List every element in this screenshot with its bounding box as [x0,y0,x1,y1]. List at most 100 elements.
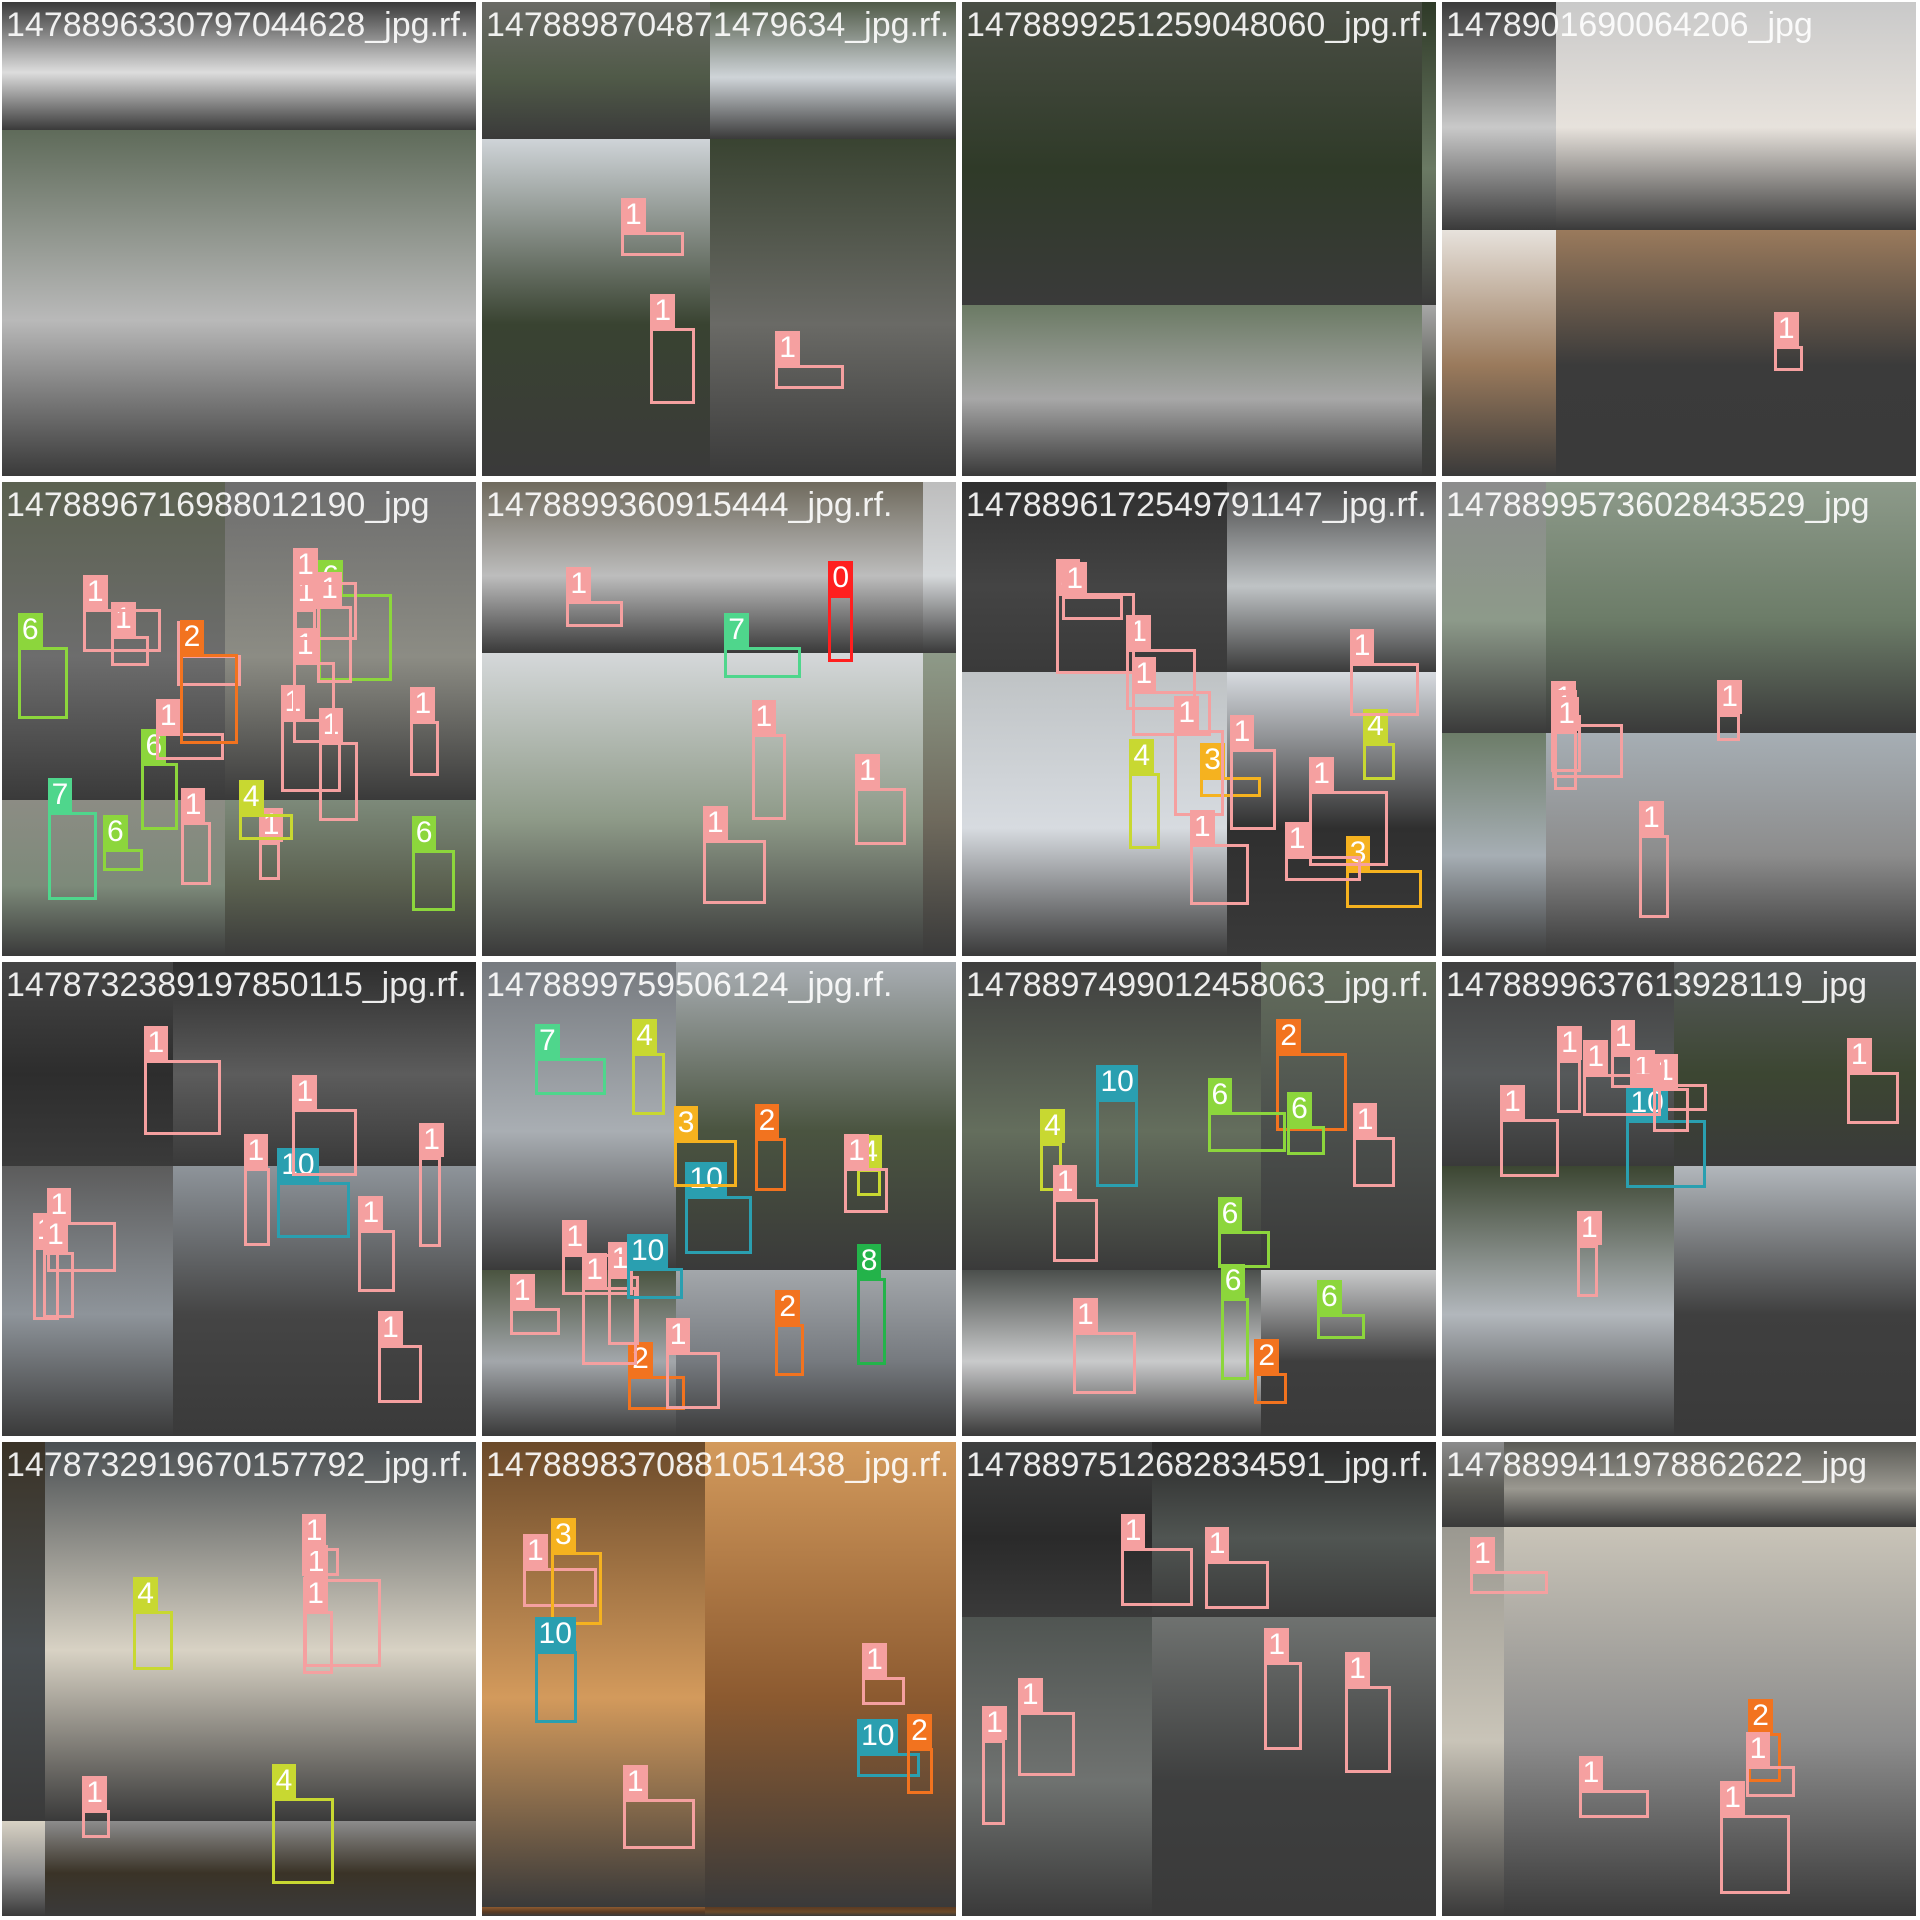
class-label: 1 [358,1196,384,1231]
scene-photo [1555,229,1916,476]
class-label: 6 [1207,1078,1233,1113]
class-label: 1 [1717,680,1742,715]
class-label: 1 [665,1317,691,1352]
class-label: 1 [562,1219,588,1254]
mosaic-tile: 1478896172549791147_jpg.rf.1433111111111… [962,482,1436,956]
scene-photo [1442,482,1547,734]
tile-filename: 1478732389197850115_jpg.rf. [6,966,467,1004]
scene-photo [172,1165,476,1436]
class-label: 6 [1220,1263,1246,1298]
scene-photo [1442,2,1556,230]
class-label: 1 [293,548,318,583]
scene-photo [676,962,956,1271]
class-label: 1 [1204,1526,1230,1561]
scene-photo [1546,733,1916,956]
scene-photo [1503,1442,1916,1528]
scene-photo [704,1442,956,1907]
detection-box [907,1747,934,1794]
tile-filename: 1478732919670157792_jpg.rf. [6,1446,470,1484]
detection-box [1349,663,1420,717]
class-label: 2 [1748,1699,1773,1734]
detection-box [277,1182,350,1238]
mosaic-tile: 1478899759506124_jpg.rf. 1 4 2 2 8 1 1 10 1 2 1 7 3 4 1… [482,962,956,1436]
detection-box [1052,1198,1098,1263]
mosaic-tile: 1478901690064206_jpg 1 [1442,2,1916,476]
detection-box [1287,1125,1326,1155]
detection-box [509,1307,560,1335]
detection-box [102,848,144,871]
class-label: 1 [1345,1651,1370,1686]
class-label: 1 [43,1218,68,1253]
tile-filename: 1478898370881051438_jpg.rf. [486,1446,950,1484]
scene-photo [1442,1165,1675,1436]
tile-filename: 1478899759506124_jpg.rf. [486,966,893,1004]
detection-box [47,811,98,901]
detection-box [1276,1052,1347,1131]
detection-box [1131,691,1212,737]
detection-box [303,1578,381,1668]
scene-photo [1421,305,1436,476]
detection-box [1017,1712,1075,1776]
scene-photo [962,1442,1152,1618]
detection-box [650,328,695,405]
detection-box [1773,345,1804,371]
scene-photo [2,1442,45,1822]
detection-box [1577,1245,1598,1297]
detection-box [1352,1136,1395,1187]
detection-box [1207,1112,1287,1152]
class-label: 1 [1557,1025,1582,1060]
scene-photo [1227,482,1436,672]
detection-box [271,1798,334,1885]
detection-box [43,1252,74,1319]
tile-filename: 1478899411978862622_jpg [1446,1446,1868,1484]
detection-box [1551,723,1623,779]
class-label: 4 [1040,1108,1065,1143]
class-label: 2 [775,1289,801,1324]
detection-box [238,814,294,840]
detection-box [1309,790,1388,867]
scene-photo [1151,1442,1436,1618]
scene-photo [482,2,710,140]
class-label: 1 [1072,1297,1098,1332]
scene-photo [44,1442,476,1822]
detection-box [1129,772,1161,850]
detection-box [378,1345,422,1404]
class-label: 10 [685,1162,727,1197]
scene-photo [922,652,956,956]
scene-photo [1227,671,1436,956]
class-label: 10 [277,1148,319,1183]
detection-box [775,1323,804,1376]
scene-photo [962,1617,1152,1916]
class-label: 1 [622,1765,648,1800]
class-label: 1 [410,687,436,722]
detection-box [1055,592,1135,675]
detection-box [419,1157,441,1247]
class-label: 2 [179,619,205,654]
class-label: 1 [180,787,206,822]
detection-box [857,1753,921,1777]
class-label: 7 [47,777,73,812]
scene-photo [709,139,956,476]
class-label: 2 [1276,1018,1302,1053]
detection-box [1345,1685,1392,1773]
scene-photo [2,1821,45,1916]
scene-photo [482,1442,705,1907]
class-label: 1 [1229,714,1255,749]
class-label: 1 [1120,1513,1146,1548]
tile-filename: 1478899251259048060_jpg.rf. [966,6,1430,44]
class-label: 10 [626,1233,669,1268]
class-label: 1 [378,1311,403,1346]
detection-box [562,1253,634,1295]
detection-box [724,647,801,679]
tile-filename: 1478896716988012190_jpg [6,486,430,524]
tile-filename: 1478899573602843529_jpg [1446,486,1870,524]
detection-box [582,1287,638,1365]
scene-photo [922,482,956,653]
detection-box [180,821,211,885]
mosaic-tile: 1478899637613928119_jpg 1 10 1 1 1 1 1 1 1 [1442,962,1916,1436]
detection-box [1264,1662,1303,1751]
mosaic-tile: 1478899573602843529_jpg11111 [1442,482,1916,956]
class-label: 1 [1264,1628,1290,1663]
tile-filename: 1478899637613928119_jpg [1446,966,1868,1004]
detection-box [754,1138,787,1192]
